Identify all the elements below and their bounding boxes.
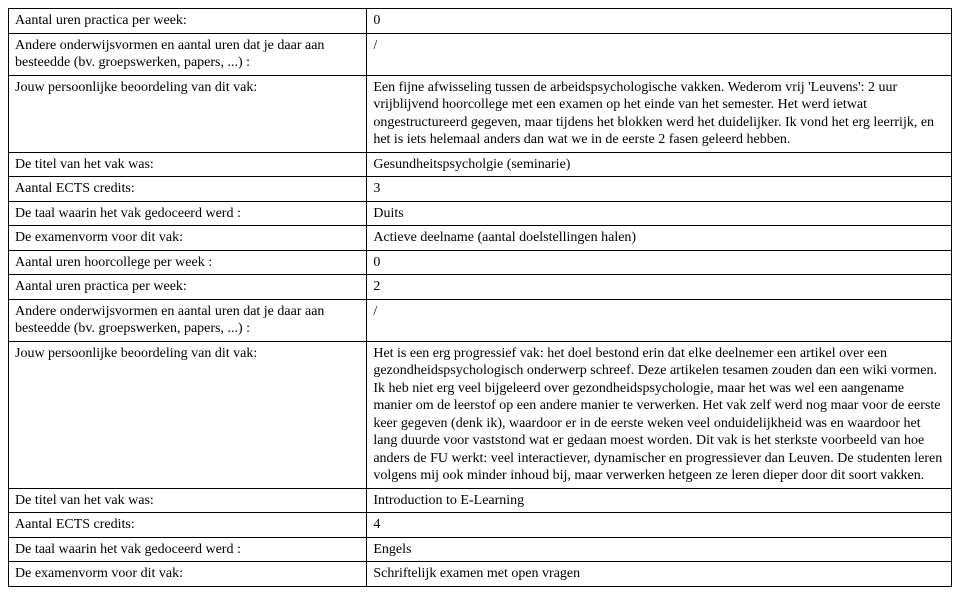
table-row: Aantal uren hoorcollege per week :0: [9, 250, 952, 275]
row-value: Actieve deelname (aantal doelstellingen …: [367, 226, 952, 251]
row-value: Schriftelijk examen met open vragen: [367, 562, 952, 587]
row-label: De titel van het vak was:: [9, 488, 367, 513]
table-row: De taal waarin het vak gedoceerd werd :E…: [9, 537, 952, 562]
row-label: Jouw persoonlijke beoordeling van dit va…: [9, 75, 367, 152]
row-value: 3: [367, 177, 952, 202]
row-label: De examenvorm voor dit vak:: [9, 226, 367, 251]
table-row: Andere onderwijsvormen en aantal uren da…: [9, 33, 952, 75]
row-value: Engels: [367, 537, 952, 562]
row-label: Aantal uren practica per week:: [9, 9, 367, 34]
row-value: /: [367, 33, 952, 75]
row-label: De examenvorm voor dit vak:: [9, 562, 367, 587]
row-label: Aantal uren hoorcollege per week :: [9, 250, 367, 275]
table-row: Aantal ECTS credits:4: [9, 513, 952, 538]
row-label: Jouw persoonlijke beoordeling van dit va…: [9, 341, 367, 488]
table-row: De titel van het vak was:Gesundheitspsyc…: [9, 152, 952, 177]
table-body: Aantal uren practica per week:0Andere on…: [9, 9, 952, 587]
table-row: Jouw persoonlijke beoordeling van dit va…: [9, 341, 952, 488]
table-row: Aantal ECTS credits:3: [9, 177, 952, 202]
row-label: Aantal ECTS credits:: [9, 513, 367, 538]
row-value: Introduction to E-Learning: [367, 488, 952, 513]
table-row: Aantal uren practica per week:2: [9, 275, 952, 300]
row-value: /: [367, 299, 952, 341]
row-value: 0: [367, 250, 952, 275]
row-label: Andere onderwijsvormen en aantal uren da…: [9, 299, 367, 341]
table-row: De titel van het vak was:Introduction to…: [9, 488, 952, 513]
row-value: Duits: [367, 201, 952, 226]
course-info-table: Aantal uren practica per week:0Andere on…: [8, 8, 952, 587]
row-label: Aantal ECTS credits:: [9, 177, 367, 202]
table-row: Andere onderwijsvormen en aantal uren da…: [9, 299, 952, 341]
row-label: Aantal uren practica per week:: [9, 275, 367, 300]
row-label: De taal waarin het vak gedoceerd werd :: [9, 201, 367, 226]
table-row: De taal waarin het vak gedoceerd werd :D…: [9, 201, 952, 226]
row-value: 4: [367, 513, 952, 538]
row-value: 0: [367, 9, 952, 34]
table-row: Jouw persoonlijke beoordeling van dit va…: [9, 75, 952, 152]
table-row: De examenvorm voor dit vak:Actieve deeln…: [9, 226, 952, 251]
row-value: 2: [367, 275, 952, 300]
row-value: Een fijne afwisseling tussen de arbeidsp…: [367, 75, 952, 152]
row-label: De titel van het vak was:: [9, 152, 367, 177]
row-value: Het is een erg progressief vak: het doel…: [367, 341, 952, 488]
row-value: Gesundheitspsycholgie (seminarie): [367, 152, 952, 177]
table-row: Aantal uren practica per week:0: [9, 9, 952, 34]
row-label: De taal waarin het vak gedoceerd werd :: [9, 537, 367, 562]
row-label: Andere onderwijsvormen en aantal uren da…: [9, 33, 367, 75]
table-row: De examenvorm voor dit vak:Schriftelijk …: [9, 562, 952, 587]
